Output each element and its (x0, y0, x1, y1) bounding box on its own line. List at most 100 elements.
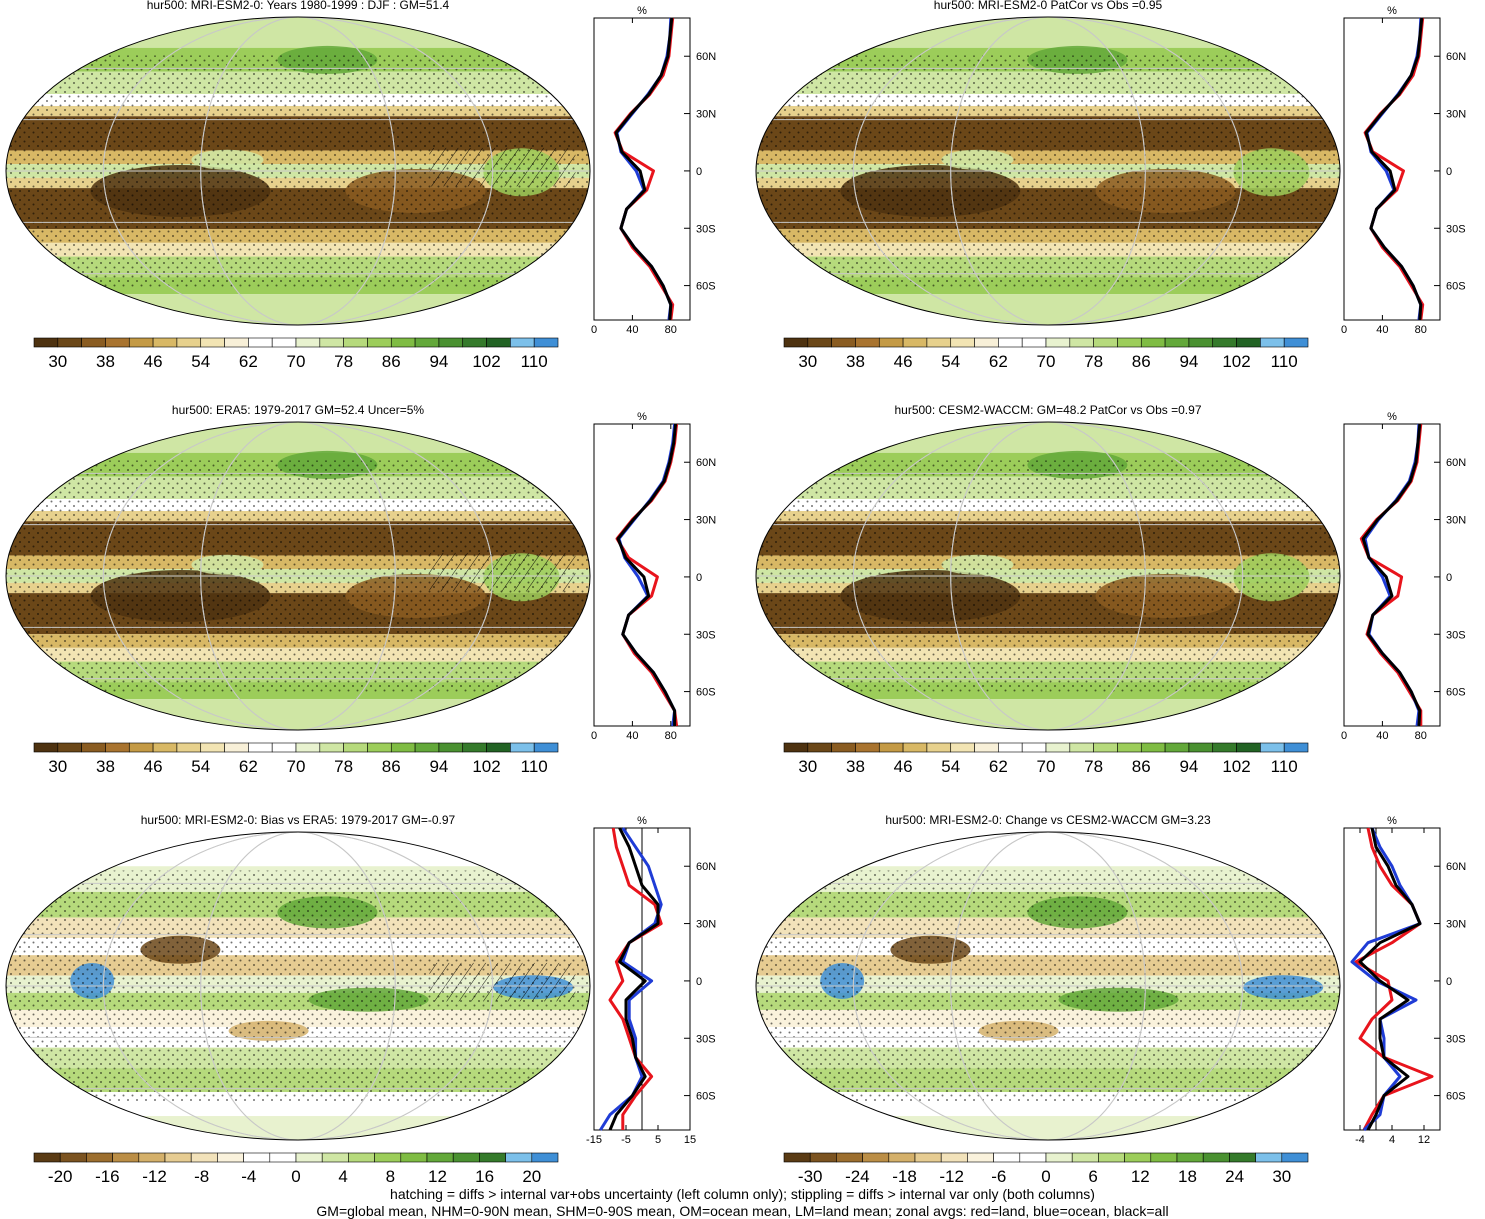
colorbar-swatch (807, 337, 832, 348)
colorbar-swatch (1117, 337, 1142, 348)
map-field (756, 832, 1340, 1140)
lat-band (6, 1116, 590, 1140)
profile-line-all (616, 423, 678, 726)
colorbar-label: 94 (1179, 352, 1198, 371)
colorbar-swatch (533, 742, 559, 753)
colorbar-swatch (59, 1152, 87, 1163)
colorbar-swatch (998, 742, 1023, 753)
colorbar-swatch (1140, 742, 1166, 753)
panel-4: hur500: CESM2-WACCM: GM=48.2 PatCor vs O… (755, 403, 1466, 776)
colorbar-label: 30 (798, 352, 817, 371)
colorbar-label: 110 (1271, 352, 1298, 371)
colorbar-swatch (505, 1152, 533, 1163)
graticule-lon (950, 832, 1146, 1140)
colorbar-label: 38 (96, 757, 115, 776)
colorbar-swatch (224, 337, 249, 348)
colorbar-swatch (248, 337, 273, 348)
colorbar-swatch (486, 742, 511, 753)
colorbar-swatch (348, 1152, 375, 1163)
colorbar-swatch (1283, 742, 1309, 753)
colorbar-swatch (438, 337, 464, 348)
colorbar-label: 70 (1037, 352, 1056, 371)
colorbar-swatch (836, 1152, 863, 1163)
map-title: hur500: ERA5: 1979-2017 GM=52.4 Uncer=5% (172, 403, 424, 417)
colorbar-swatch (164, 1152, 192, 1163)
colorbar-swatch (950, 337, 975, 348)
colorbar-swatch (862, 1152, 890, 1163)
profile-ytick-label: 60S (696, 1091, 716, 1103)
colorbar: 30 38 46 54 62 70 78 86 94 102 110 (783, 337, 1309, 371)
colorbar-label: 86 (382, 352, 401, 371)
colorbar-swatch (462, 337, 487, 348)
colorbar-label: 70 (287, 352, 306, 371)
profile-xtick-label: 5 (655, 1134, 661, 1146)
map-border (5, 16, 591, 326)
colorbar-label: 54 (191, 352, 210, 371)
colorbar-swatch (217, 1152, 244, 1163)
colorbar-swatch (926, 742, 952, 753)
profile-ytick-label: 60N (696, 457, 716, 469)
profile-ytick-label: 30S (696, 629, 716, 641)
map-border (5, 831, 591, 1141)
profile-xtick-label: 40 (1376, 324, 1388, 336)
profile-ytick-label: 30N (696, 919, 716, 931)
profile-ytick-label: 60S (696, 687, 716, 699)
panel-3: hur500: ERA5: 1979-2017 GM=52.4 Uncer=5%… (5, 403, 716, 776)
colorbar-swatch (426, 1152, 454, 1163)
colorbar-label: 4 (338, 1167, 347, 1186)
profile-xtick-label: -15 (586, 1134, 602, 1146)
colorbar-swatch (1164, 742, 1190, 753)
profile-ytick-label: 30N (1446, 109, 1466, 121)
colorbar-swatch (367, 742, 392, 753)
map-field (756, 422, 1340, 730)
profile-xtick-label: 0 (1341, 730, 1347, 742)
colorbar-label: 12 (1131, 1167, 1150, 1186)
profile-ytick-label: 0 (1446, 572, 1452, 584)
colorbar-swatch (1019, 1152, 1047, 1163)
colorbar-label: 102 (1222, 352, 1250, 371)
colorbar-swatch (390, 742, 416, 753)
colorbar-swatch (200, 742, 225, 753)
zonal-profile: % 60N 30N 0 30S 60S 0 40 80 (591, 5, 716, 336)
colorbar-swatch (510, 742, 535, 753)
colorbar-label: -16 (95, 1167, 120, 1186)
colorbar: -30 -24 -18 -12 -6 0 6 12 18 24 30 (783, 1152, 1309, 1186)
colorbar-swatch (783, 1152, 811, 1163)
colorbar-label: 78 (334, 757, 353, 776)
profile-xtick-label: 4 (1389, 1134, 1395, 1146)
colorbar-swatch (1124, 1152, 1152, 1163)
colorbar-swatch (319, 337, 344, 348)
colorbar-swatch (57, 337, 82, 348)
colorbar-swatch (152, 742, 178, 753)
graticule-lon (102, 422, 494, 730)
colorbar-label: 78 (1084, 757, 1103, 776)
profile-ytick-label: 0 (1446, 166, 1452, 178)
colorbar-swatch (269, 1152, 297, 1163)
colorbar-label: 102 (1222, 757, 1250, 776)
colorbar-swatch (1202, 1152, 1230, 1163)
profile-unit: % (1387, 411, 1397, 423)
profile-xtick-label: 40 (626, 324, 638, 336)
colorbar-label: 16 (475, 1167, 494, 1186)
map-border (5, 421, 591, 731)
colorbar-label: -12 (939, 1167, 964, 1186)
colorbar-label: 94 (429, 757, 448, 776)
colorbar-label: 0 (1041, 1167, 1050, 1186)
colorbar-swatch (1045, 337, 1071, 348)
colorbar-label: -18 (892, 1167, 917, 1186)
profile-line-land (613, 17, 675, 321)
colorbar-label: 102 (472, 352, 500, 371)
profile-ytick-label: 0 (1446, 976, 1452, 988)
colorbar-swatch (176, 337, 202, 348)
colorbar-swatch (367, 337, 392, 348)
colorbar-swatch (831, 742, 856, 753)
colorbar-swatch (855, 742, 880, 753)
profile-ytick-label: 0 (696, 976, 702, 988)
map-title: hur500: MRI-ESM2-0: Bias vs ERA5: 1979-2… (141, 813, 456, 827)
profile-ytick-label: 30N (1446, 515, 1466, 527)
colorbar-label: 62 (989, 757, 1008, 776)
colorbar-swatch (112, 1152, 140, 1163)
zonal-profile: % 60N 30N 0 30S 60S -15 -5 5 15 (586, 815, 716, 1146)
profile-ytick-label: 30S (1446, 1033, 1466, 1045)
colorbar-swatch (1188, 742, 1214, 753)
